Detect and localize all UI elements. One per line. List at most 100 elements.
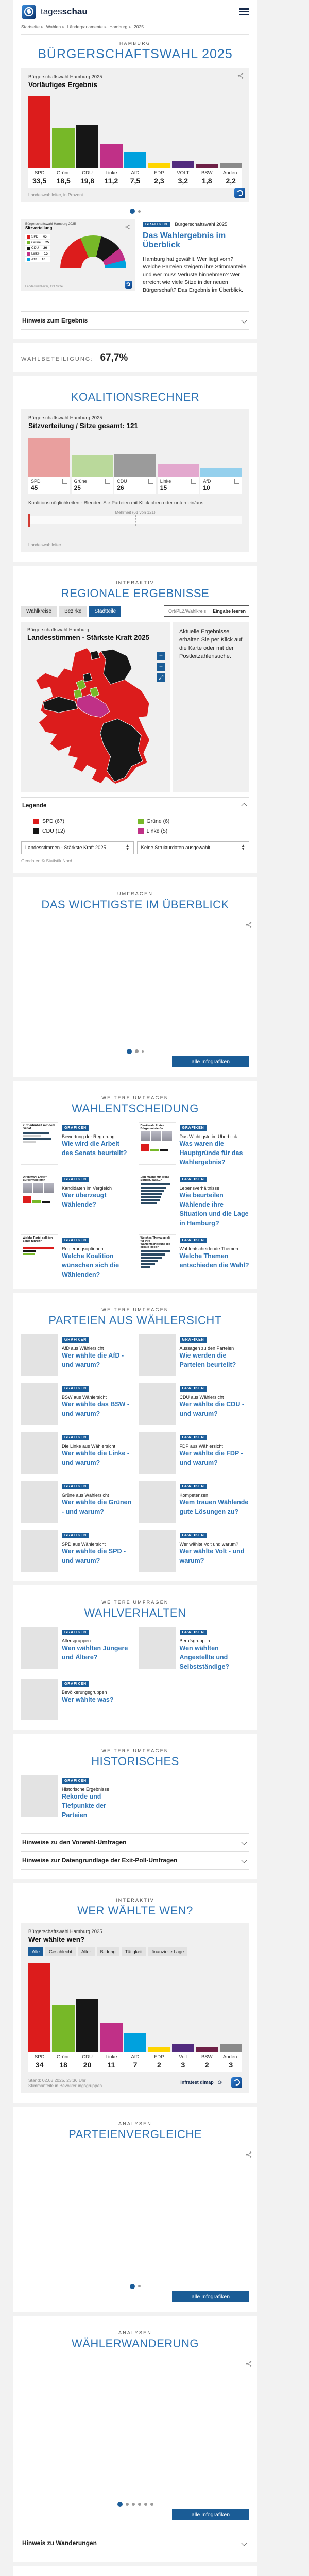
- tab-bezirke[interactable]: Bezirke: [59, 605, 87, 617]
- pagination-dot[interactable]: [125, 2502, 129, 2506]
- alle-infografiken-button[interactable]: alle Infografiken: [172, 1056, 249, 1067]
- teaser-thumbnail[interactable]: [139, 1334, 176, 1376]
- seat-bar-spd[interactable]: [28, 438, 70, 478]
- teaser-thumbnail[interactable]: [139, 1626, 176, 1669]
- seat-bar-afd[interactable]: [200, 468, 242, 478]
- teaser-thumbnail[interactable]: [21, 1481, 58, 1523]
- teaser-thumbnail[interactable]: [21, 1678, 58, 1720]
- seat-bar-linke[interactable]: [157, 464, 199, 478]
- share-icon[interactable]: [237, 72, 244, 82]
- teaser-thumbnail[interactable]: Welches Thema spielt für Ihre Wahlentsch…: [138, 1234, 176, 1277]
- metric-select[interactable]: Landesstimmen - Stärkste Kraft 2025 ▲ ▼: [21, 841, 134, 854]
- teaser-title-link[interactable]: Wer wählte die CDU - und warum?: [179, 1400, 244, 1417]
- teaser-title-link[interactable]: Wer wählte die AfD - und warum?: [62, 1351, 124, 1368]
- checkbox-gruene[interactable]: [105, 479, 111, 484]
- seat-bar-gruene[interactable]: [71, 455, 113, 478]
- teaser-title-link[interactable]: Wer wählte die Grünen - und warum?: [62, 1498, 132, 1515]
- tab-alter[interactable]: Alter: [78, 1947, 95, 1956]
- breadcrumb-item[interactable]: Hamburg: [109, 24, 128, 29]
- tab-bildung[interactable]: Bildung: [96, 1947, 119, 1956]
- accordion-hinweis-wanderungen[interactable]: Hinweis zu Wanderungen: [21, 2533, 249, 2552]
- menu-icon[interactable]: [239, 8, 249, 15]
- tab-taetigkeit[interactable]: Tätigkeit: [121, 1947, 146, 1956]
- pagination-dot[interactable]: [131, 2502, 135, 2506]
- share-icon[interactable]: [245, 2151, 252, 2161]
- fullscreen-button[interactable]: ⤢: [157, 673, 165, 683]
- teaser-title-link[interactable]: Welche Themen entschieden die Wahl?: [179, 1252, 249, 1269]
- breadcrumb-item[interactable]: Länderparlamente: [67, 24, 103, 29]
- accordion-exit-poll[interactable]: Hinweise zur Datengrundlage der Exit-Pol…: [21, 1851, 249, 1870]
- teaser-thumbnail[interactable]: Direktwahl Erste/r Bürgermeister/in: [21, 1173, 58, 1216]
- teaser-title-link[interactable]: Was waren die Hauptgründe für das Wahler…: [179, 1140, 243, 1166]
- search-input[interactable]: [167, 608, 213, 615]
- structdata-select[interactable]: Keine Strukturdaten ausgewählt ▲ ▼: [136, 841, 249, 854]
- teaser-title-link[interactable]: Wer wählte das BSW - und warum?: [62, 1400, 130, 1417]
- teaser-title-link[interactable]: Wer wählte die Linke - und warum?: [62, 1449, 130, 1466]
- breadcrumb-item[interactable]: Wahlen: [46, 24, 61, 29]
- teaser-thumbnail[interactable]: [21, 1383, 58, 1425]
- pagination-dot[interactable]: [138, 210, 141, 213]
- accordion-hinweis-ergebnis[interactable]: Hinweis zum Ergebnis: [21, 311, 249, 330]
- teaser-title-link[interactable]: Das Wahlergebnis im Überblick: [143, 231, 226, 249]
- pagination-dot[interactable]: [130, 2283, 135, 2289]
- teaser-title-link[interactable]: Rekorde und Tiefpunkte der Parteien: [62, 1792, 106, 1819]
- hamburg-map[interactable]: [27, 646, 156, 787]
- breadcrumb-item[interactable]: Startseite: [21, 24, 40, 29]
- breadcrumb-item[interactable]: 2025: [134, 24, 144, 29]
- pagination-dot[interactable]: [127, 1048, 132, 1054]
- teaser-thumbnail[interactable]: [139, 1530, 176, 1572]
- alle-infografiken-button[interactable]: alle Infografiken: [172, 2509, 249, 2520]
- checkbox-cdu[interactable]: [148, 479, 153, 484]
- teaser-title-link[interactable]: Wer wählte die FDP - und warum?: [179, 1449, 243, 1466]
- checkbox-afd[interactable]: [234, 479, 239, 484]
- teaser-title-link[interactable]: Wer überzeugt Wählende?: [62, 1191, 107, 1208]
- pagination-dot[interactable]: [150, 2502, 153, 2506]
- teaser-thumbnail[interactable]: [21, 1626, 58, 1669]
- zoom-out-button[interactable]: −: [157, 663, 165, 672]
- alle-infografiken-button[interactable]: alle Infografiken: [172, 2291, 249, 2302]
- tab-stadtteile[interactable]: Stadtteile: [89, 605, 122, 617]
- share-icon[interactable]: [125, 223, 130, 232]
- pagination-dot[interactable]: [144, 2502, 147, 2506]
- teaser-thumbnail[interactable]: [21, 1530, 58, 1572]
- teaser-thumbnail[interactable]: [139, 1383, 176, 1425]
- teaser-thumbnail[interactable]: [139, 1432, 176, 1474]
- pagination-dot[interactable]: [117, 2501, 123, 2507]
- checkbox-linke[interactable]: [191, 479, 197, 484]
- accordion-legende[interactable]: Legende: [21, 797, 249, 814]
- seat-bar-cdu[interactable]: [114, 454, 156, 478]
- teaser-title-link[interactable]: Wem trauen Wählende gute Lösungen zu?: [179, 1498, 249, 1515]
- teaser-thumbnail[interactable]: Zufriedenheit mit dem Senat: [21, 1122, 58, 1165]
- teaser-thumbnail[interactable]: „Ich mache mir große Sorgen, dass...“: [138, 1173, 176, 1216]
- tab-alle[interactable]: Alle: [28, 1947, 44, 1956]
- teaser-thumbnail[interactable]: Bürgerschaftswahl Hamburg 2025 Sitzverte…: [21, 219, 135, 291]
- teaser-title-link[interactable]: Wer wählte was?: [62, 1696, 114, 1703]
- teaser-thumbnail[interactable]: [21, 1334, 58, 1376]
- brand[interactable]: tagesschau: [21, 4, 88, 20]
- accordion-vorwahl-umfragen[interactable]: Hinweise zu den Vorwahl-Umfragen: [21, 1833, 249, 1851]
- teaser-title-link[interactable]: Wie werden die Parteien beurteilt?: [179, 1351, 236, 1368]
- tab-wahlkreise[interactable]: Wahlkreise: [21, 605, 57, 617]
- pagination-dot[interactable]: [135, 1049, 139, 1054]
- teaser-thumbnail[interactable]: [139, 1481, 176, 1523]
- teaser-title-link[interactable]: Wer wählte Volt - und warum?: [179, 1547, 245, 1564]
- teaser-title-link[interactable]: Welche Koalition wünschen sich die Wähle…: [62, 1252, 119, 1278]
- teaser-title-link[interactable]: Wen wählten Jüngere und Ältere?: [62, 1644, 128, 1661]
- teaser-thumbnail[interactable]: [21, 1432, 58, 1474]
- teaser-title-link[interactable]: Wen wählten Angestellte und Selbstständi…: [179, 1644, 230, 1670]
- pagination-dot[interactable]: [138, 2285, 141, 2288]
- teaser-title-link[interactable]: Wer wählte die SPD - und warum?: [62, 1547, 126, 1564]
- share-icon[interactable]: [245, 2360, 252, 2370]
- zoom-in-button[interactable]: +: [157, 652, 165, 661]
- teaser-thumbnail[interactable]: Welche Partei soll den Senat führen?: [21, 1234, 58, 1277]
- tab-finanzielle-lage[interactable]: finanzielle Lage: [148, 1947, 188, 1956]
- pagination-dot[interactable]: [130, 209, 135, 214]
- teaser-thumbnail[interactable]: [21, 1775, 58, 1817]
- pagination-dot[interactable]: [138, 2502, 141, 2506]
- clear-input-button[interactable]: Eingabe leeren: [213, 608, 246, 614]
- share-icon[interactable]: [245, 921, 252, 931]
- teaser-title-link[interactable]: Wie beurteilen Wählende ihre Situation u…: [179, 1191, 249, 1227]
- checkbox-spd[interactable]: [62, 479, 67, 484]
- teaser-title-link[interactable]: Wie wird die Arbeit des Senats beurteilt…: [62, 1140, 127, 1157]
- pagination-dot[interactable]: [142, 1050, 144, 1053]
